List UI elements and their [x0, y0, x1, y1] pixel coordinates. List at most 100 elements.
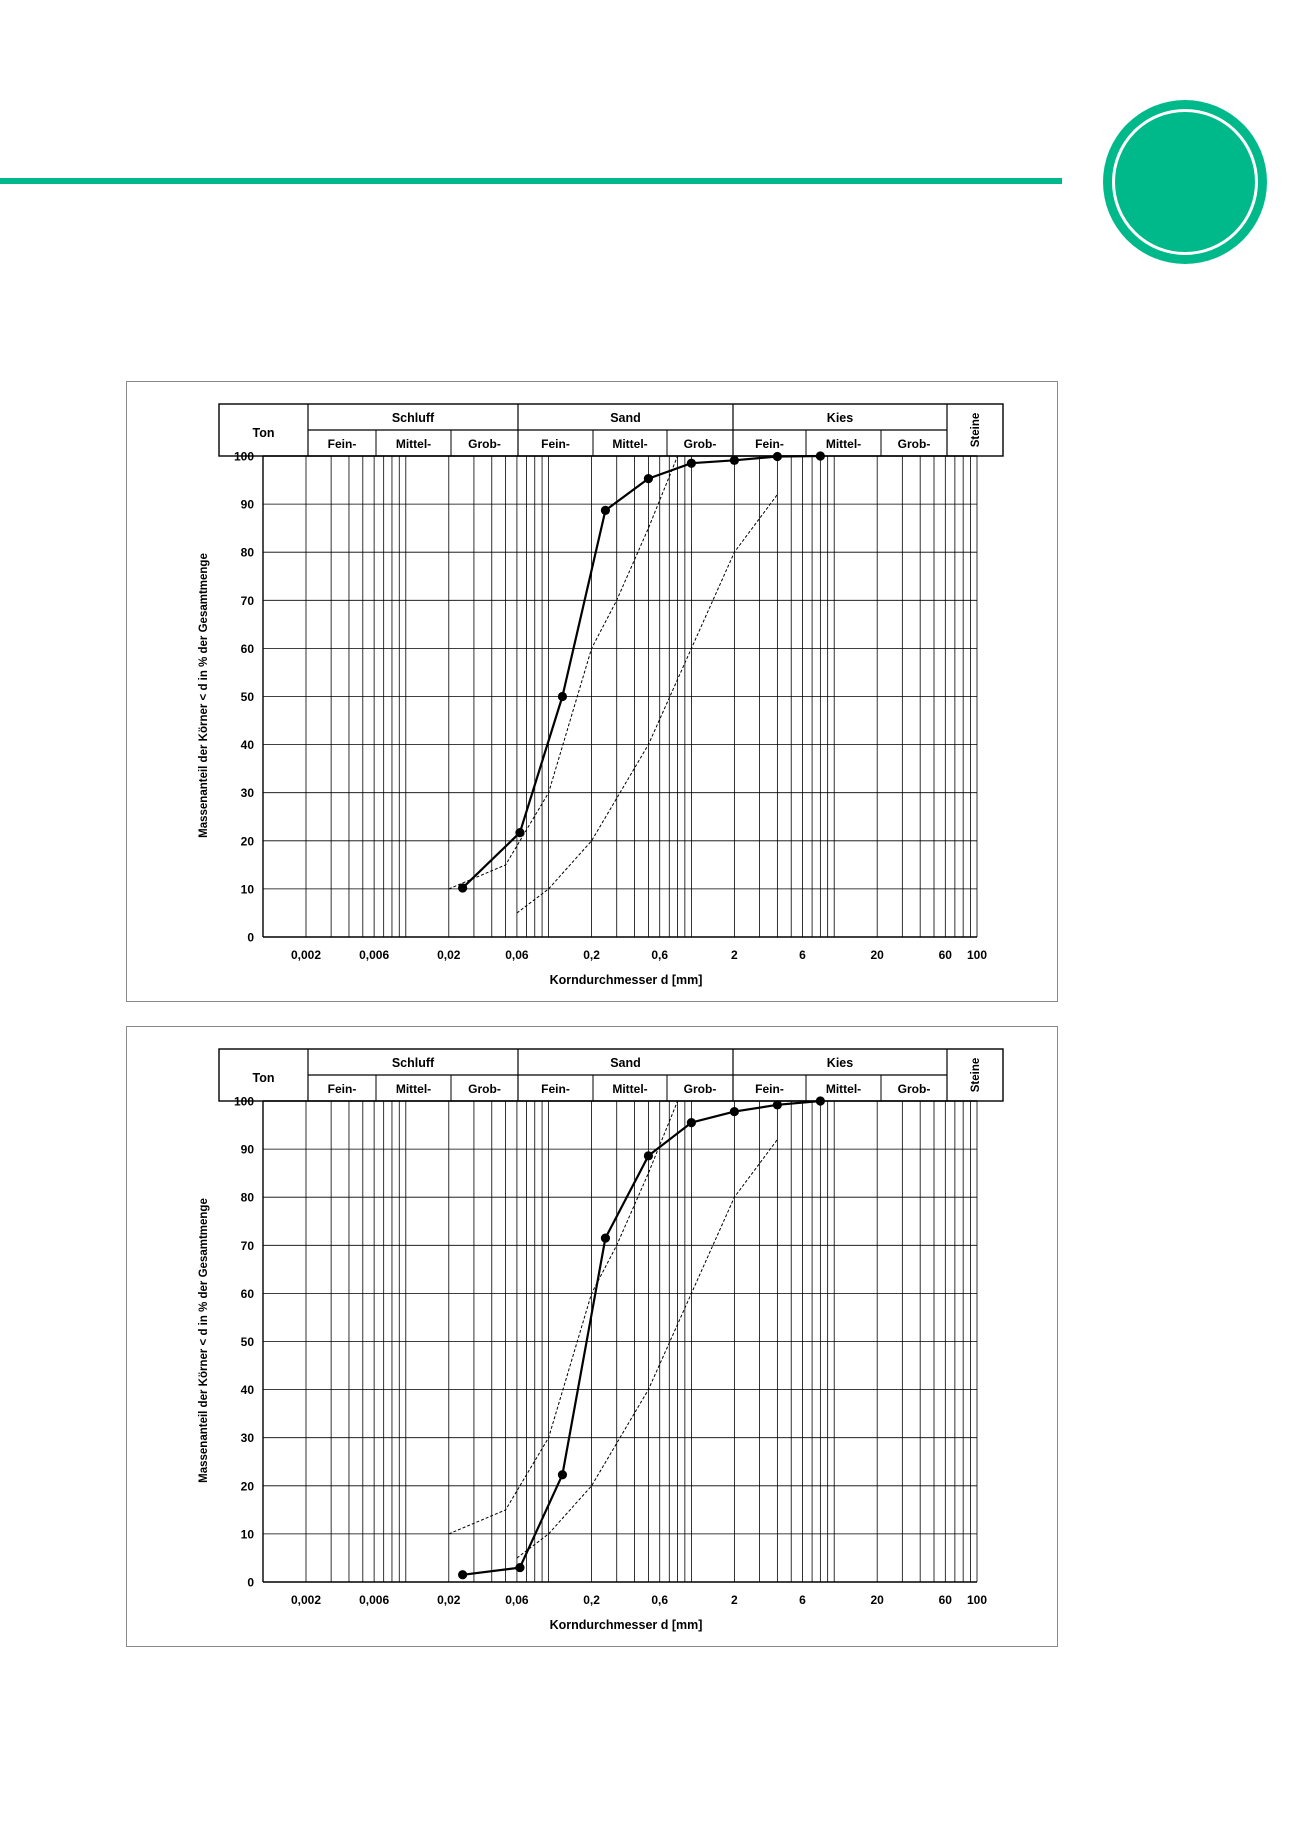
group-label-steine: Steine — [970, 413, 982, 448]
subgroup-label-kies-2: Grob- — [898, 1082, 931, 1096]
series-line-measured — [461, 454, 821, 889]
y-tick-label: 90 — [241, 1143, 255, 1157]
data-point-marker — [815, 1096, 825, 1106]
y-tick-label: 10 — [241, 1527, 255, 1541]
group-label-ton: Ton — [253, 1071, 275, 1085]
x-tick-label: 0,06 — [505, 948, 529, 962]
group-label-ton: Ton — [253, 426, 275, 440]
y-tick-label: 80 — [241, 546, 255, 560]
y-tick-label: 40 — [241, 738, 255, 752]
x-tick-label: 2 — [731, 948, 738, 962]
y-tick-label: 90 — [241, 498, 255, 512]
grain-size-chart-1: Ton Schluff Sand Kies Steine Fein- Mittel- Grob… — [126, 381, 1058, 1002]
x-tick-label: 0,002 — [291, 1593, 321, 1607]
data-point-marker — [772, 451, 782, 462]
data-point-marker — [600, 1233, 611, 1243]
series-line-envelope-upper — [448, 455, 679, 890]
x-axis-title: Korndurchmesser d [mm] — [550, 1618, 703, 1632]
x-tick-label: 0,006 — [359, 948, 389, 962]
data-point-marker — [643, 474, 654, 484]
x-tick-label: 60 — [939, 948, 953, 962]
subgroup-label-schluff-0: Fein- — [328, 1082, 357, 1096]
series-line-measured — [462, 1099, 821, 1576]
data-point-marker — [458, 883, 468, 893]
data-point-marker — [815, 451, 825, 461]
y-tick-label: 20 — [241, 834, 255, 848]
subgroup-label-kies-2: Grob- — [898, 437, 931, 451]
y-axis-title: Massenanteil der Körner < d in % der Ges… — [198, 1198, 210, 1483]
x-tick-label: 0,006 — [359, 1593, 389, 1607]
y-tick-label: 10 — [241, 882, 255, 896]
y-tick-label: 0 — [247, 931, 254, 945]
subgroup-label-schluff-1: Mittel- — [396, 437, 431, 451]
group-label-steine: Steine — [970, 1058, 982, 1093]
subgroup-label-schluff-2: Grob- — [468, 437, 501, 451]
x-tick-label: 0,2 — [583, 1593, 600, 1607]
subgroup-label-sand-1: Mittel- — [612, 1082, 647, 1096]
subgroup-label-kies-0: Fein- — [755, 1082, 784, 1096]
y-tick-label: 70 — [241, 594, 255, 608]
subgroup-label-sand-0: Fein- — [541, 437, 570, 451]
x-tick-label: 0,6 — [651, 1593, 668, 1607]
green-circle-badge-icon — [1103, 100, 1267, 264]
data-point-marker — [515, 828, 525, 838]
x-tick-label: 0,6 — [651, 948, 668, 962]
y-tick-label: 50 — [241, 1335, 255, 1349]
y-tick-label: 100 — [234, 1095, 254, 1109]
y-tick-label: 100 — [234, 450, 254, 464]
y-tick-label: 40 — [241, 1383, 255, 1397]
x-tick-label: 100 — [967, 1593, 987, 1607]
subgroup-label-sand-1: Mittel- — [612, 437, 647, 451]
chart-1-svg: Ton Schluff Sand Kies Steine Fein- Mittel- Grob… — [198, 403, 1004, 987]
x-tick-label: 0,2 — [583, 948, 600, 962]
x-tick-label: 60 — [939, 1593, 953, 1607]
subgroup-label-sand-0: Fein- — [541, 1082, 570, 1096]
subgroup-label-kies-0: Fein- — [755, 437, 784, 451]
group-label-sand: Sand — [610, 411, 641, 425]
y-tick-label: 60 — [241, 1287, 255, 1301]
data-point-marker — [772, 1100, 782, 1110]
subgroup-label-schluff-2: Grob- — [468, 1082, 501, 1096]
subgroup-label-sand-2: Grob- — [684, 1082, 717, 1096]
data-point-marker — [515, 1562, 525, 1573]
subgroup-label-kies-1: Mittel- — [826, 1082, 861, 1096]
grain-size-chart-2: Ton Schluff Sand Kies Steine Fein- Mittel- Grob… — [126, 1026, 1058, 1647]
x-tick-label: 2 — [731, 1593, 738, 1607]
y-axis-title: Massenanteil der Körner < d in % der Ges… — [198, 553, 210, 838]
data-point-marker — [557, 1470, 568, 1480]
x-tick-label: 0,02 — [437, 948, 461, 962]
x-tick-label: 0,002 — [291, 948, 321, 962]
group-label-sand: Sand — [610, 1056, 641, 1070]
y-tick-label: 60 — [241, 642, 255, 656]
y-tick-label: 30 — [241, 1431, 255, 1445]
data-point-marker — [557, 691, 568, 702]
series-line-envelope-lower — [516, 1139, 778, 1559]
data-point-marker — [729, 455, 739, 465]
y-tick-label: 30 — [241, 786, 255, 800]
x-axis-title: Korndurchmesser d [mm] — [550, 973, 703, 987]
group-label-kies: Kies — [827, 1056, 853, 1070]
x-tick-label: 0,02 — [437, 1593, 461, 1607]
subgroup-label-schluff-0: Fein- — [328, 437, 357, 451]
data-point-marker — [686, 458, 697, 468]
x-tick-label: 20 — [871, 1593, 885, 1607]
y-tick-label: 80 — [241, 1191, 255, 1205]
data-point-marker — [458, 1570, 468, 1580]
chart-2-svg: Ton Schluff Sand Kies Steine Fein- Mittel- Grob… — [198, 1048, 1004, 1632]
subgroup-label-schluff-1: Mittel- — [396, 1082, 431, 1096]
x-tick-label: 6 — [799, 948, 806, 962]
y-tick-label: 50 — [241, 690, 255, 704]
header-accent-rule — [0, 178, 1062, 184]
badge-inner-ring — [1112, 109, 1258, 255]
group-label-schluff: Schluff — [392, 1056, 435, 1070]
subgroup-label-kies-1: Mittel- — [826, 437, 861, 451]
series-line-envelope-lower — [516, 494, 778, 914]
group-label-kies: Kies — [827, 411, 853, 425]
y-tick-label: 70 — [241, 1239, 255, 1253]
data-point-marker — [643, 1151, 654, 1161]
y-tick-label: 20 — [241, 1479, 255, 1493]
group-label-schluff: Schluff — [392, 411, 435, 425]
series-line-envelope-upper — [448, 1100, 679, 1535]
x-tick-label: 100 — [967, 948, 987, 962]
x-tick-label: 0,06 — [505, 1593, 529, 1607]
